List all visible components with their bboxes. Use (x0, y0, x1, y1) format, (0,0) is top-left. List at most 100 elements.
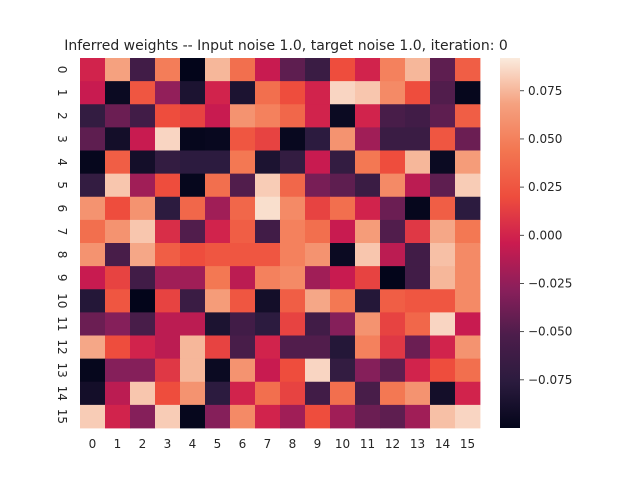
heatmap-cell (380, 104, 406, 128)
colorbar-tick-label: −0.075 (528, 373, 572, 387)
heatmap-cell (130, 81, 156, 105)
heatmap-cell (455, 58, 481, 82)
heatmap-cell (305, 104, 331, 128)
heatmap-cell (280, 150, 306, 175)
heatmap-cell (380, 58, 406, 82)
heatmap-cell (155, 173, 181, 198)
x-axis-ticks: 0 1 2 3 4 5 6 7 8 9 10 11 12 13 14 15 (89, 437, 475, 451)
x-tick-label: 1 (114, 437, 122, 451)
heatmap-cell (305, 219, 331, 244)
heatmap-cell (180, 81, 206, 105)
heatmap-cell (280, 196, 306, 221)
y-tick-label: 12 (55, 339, 69, 354)
heatmap-cell (155, 358, 181, 383)
heatmap-cell (180, 335, 206, 360)
heatmap-cell (430, 358, 456, 383)
heatmap-cell (205, 196, 231, 221)
heatmap-cell (105, 81, 131, 105)
heatmap-cell (155, 150, 181, 175)
heatmap-cell (230, 81, 256, 105)
heatmap-cell (405, 58, 431, 82)
heatmap-cell (380, 243, 406, 267)
heatmap-cell (455, 150, 481, 175)
heatmap-cell (230, 58, 256, 82)
heatmap-cell (330, 335, 356, 360)
heatmap-cell (155, 335, 181, 360)
heatmap-cell (130, 312, 156, 336)
x-tick-label: 10 (335, 437, 350, 451)
y-tick-label: 2 (55, 112, 69, 120)
heatmap-cell (455, 335, 481, 360)
heatmap-cell (305, 243, 331, 267)
heatmap-cell (105, 196, 131, 221)
heatmap-cell (455, 289, 481, 313)
heatmap-cell (380, 358, 406, 383)
heatmap-cell (255, 404, 281, 429)
heatmap-cell (380, 381, 406, 406)
heatmap-cell (180, 150, 206, 175)
heatmap-cell (380, 81, 406, 105)
heatmap-cell (380, 312, 406, 336)
heatmap-cell (80, 127, 106, 151)
heatmap-cell (180, 58, 206, 82)
y-tick-label: 4 (55, 158, 69, 166)
heatmap-cell (355, 150, 381, 175)
heatmap-cell (130, 196, 156, 221)
heatmap-cell (330, 150, 356, 175)
heatmap-cell (230, 335, 256, 360)
heatmap-cell (80, 173, 106, 198)
heatmap-cell (355, 127, 381, 151)
heatmap-cell (280, 266, 306, 290)
heatmap-cell (330, 127, 356, 151)
heatmap-cell (430, 127, 456, 151)
heatmap-cell (155, 127, 181, 151)
heatmap-cell (180, 173, 206, 198)
heatmap-cell (330, 404, 356, 429)
x-tick-label: 15 (460, 437, 475, 451)
heatmap-cell (155, 243, 181, 267)
heatmap-cell (380, 335, 406, 360)
heatmap-cell (130, 127, 156, 151)
heatmap-cell (405, 381, 431, 406)
heatmap-cell (230, 196, 256, 221)
heatmap-cell (280, 289, 306, 313)
heatmap-cell (280, 127, 306, 151)
y-tick-label: 15 (55, 409, 69, 424)
heatmap-cell (355, 289, 381, 313)
heatmap-cell (255, 243, 281, 267)
x-tick-label: 4 (189, 437, 197, 451)
heatmap-cell (355, 81, 381, 105)
heatmap-cell (80, 381, 106, 406)
heatmap-cell (130, 289, 156, 313)
heatmap-cell (305, 81, 331, 105)
heatmap-cell (355, 173, 381, 198)
heatmap-cell (180, 127, 206, 151)
y-tick-label: 0 (55, 66, 69, 74)
y-tick-label: 5 (55, 181, 69, 189)
y-tick-label: 14 (55, 386, 69, 401)
colorbar-tick-label: 0.025 (528, 180, 562, 194)
heatmap-cell (230, 289, 256, 313)
heatmap-cells (80, 58, 481, 429)
heatmap-cell (255, 150, 281, 175)
heatmap-cell (205, 127, 231, 151)
heatmap-cell (455, 196, 481, 221)
heatmap-cell (305, 404, 331, 429)
colorbar: 0.075 0.050 0.025 0.000 −0.025 −0.050 −0.075 (500, 58, 572, 428)
heatmap-cell (280, 219, 306, 244)
heatmap-cell (80, 335, 106, 360)
heatmap-cell (230, 266, 256, 290)
heatmap-cell (330, 81, 356, 105)
heatmap-cell (180, 196, 206, 221)
heatmap-cell (430, 335, 456, 360)
heatmap-cell (155, 219, 181, 244)
colorbar-tick-label: 0.000 (528, 228, 562, 242)
heatmap-cell (155, 289, 181, 313)
heatmap-cell (430, 58, 456, 82)
heatmap-cell (180, 358, 206, 383)
y-tick-label: 8 (55, 251, 69, 259)
heatmap-cell (430, 81, 456, 105)
heatmap-cell (405, 335, 431, 360)
heatmap-cell (180, 312, 206, 336)
